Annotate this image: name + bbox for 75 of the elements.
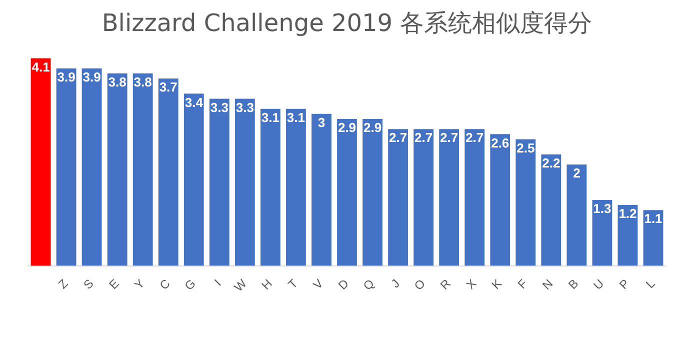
bar: [286, 108, 306, 266]
data-label: 2.5: [516, 140, 535, 156]
x-tick-label: C: [156, 276, 174, 292]
data-label: 3.9: [82, 69, 101, 84]
x-tick-label: E: [106, 276, 122, 292]
x-tick-label: H: [258, 276, 275, 292]
bar: [184, 94, 204, 266]
bar: [209, 98, 230, 266]
bar: [312, 114, 332, 266]
x-tick-label: B: [566, 276, 582, 292]
data-label: 2.7: [440, 130, 458, 146]
data-label: 2.2: [542, 156, 560, 171]
bar: [362, 119, 382, 266]
data-label: 2.7: [414, 130, 433, 146]
data-label: 2.7: [466, 130, 484, 146]
data-label: 2: [573, 166, 580, 181]
data-label: 4.1: [32, 59, 50, 74]
data-label: 3.3: [210, 100, 228, 115]
bar: [566, 164, 587, 266]
x-tick-label: U: [590, 276, 607, 292]
data-label: 2.9: [363, 120, 382, 136]
bar: [158, 78, 178, 266]
bar: [516, 139, 536, 266]
x-tick-label: S: [80, 276, 96, 292]
x-tick-label: Z: [56, 276, 71, 292]
bar: [414, 129, 434, 266]
data-label: 3.1: [261, 110, 280, 125]
bar: [132, 73, 153, 266]
x-tick-label: Y: [132, 276, 148, 292]
x-tick-label: L: [643, 276, 658, 292]
data-label: 3.8: [108, 74, 126, 90]
x-tick-label: Q: [360, 276, 377, 293]
bar: [337, 119, 357, 266]
data-label: 1.2: [618, 206, 637, 222]
data-label: 2.9: [338, 120, 356, 136]
bar: [260, 108, 280, 266]
bar: [439, 129, 460, 266]
data-label: 1.3: [593, 201, 612, 216]
chart-title: Blizzard Challenge 2019 各系统相似度得分: [100, 8, 594, 38]
bar: [388, 129, 408, 266]
data-label: 2.6: [491, 135, 510, 150]
data-label: 1.1: [644, 211, 662, 226]
bar: [618, 205, 638, 266]
bar: [592, 200, 612, 266]
x-tick-label: K: [489, 276, 505, 292]
x-tick-label: J: [388, 276, 403, 291]
x-tick-label: W: [231, 276, 250, 294]
x-tick-label: O: [412, 276, 428, 293]
bar: [643, 210, 664, 266]
x-tick-label: R: [438, 276, 454, 292]
data-label: 3.7: [159, 80, 178, 95]
bar: [490, 134, 510, 266]
bar: [541, 154, 562, 266]
x-tick-label: F: [515, 276, 530, 292]
bar: [234, 98, 255, 266]
bar: [464, 129, 485, 266]
bar: [107, 73, 128, 266]
data-label: 3.1: [286, 110, 305, 125]
data-label: 2.7: [389, 130, 408, 146]
data-label: 3.3: [236, 100, 254, 115]
data-label: 3.9: [57, 69, 76, 84]
x-tick-label: I: [212, 276, 224, 289]
bar: [30, 58, 51, 266]
data-label: 3.4: [184, 94, 204, 110]
x-tick-label: V: [310, 276, 326, 292]
x-tick-label: G: [182, 276, 198, 293]
data-label: 3: [318, 115, 326, 130]
x-tick-label: D: [335, 276, 352, 292]
bar: [82, 68, 102, 266]
data-label: 3.8: [134, 74, 152, 90]
x-tick-label: N: [540, 276, 556, 292]
x-tick-label: X: [463, 276, 480, 292]
bar: [56, 68, 76, 266]
x-tick-label: T: [285, 276, 301, 292]
x-tick-label: P: [616, 276, 632, 292]
